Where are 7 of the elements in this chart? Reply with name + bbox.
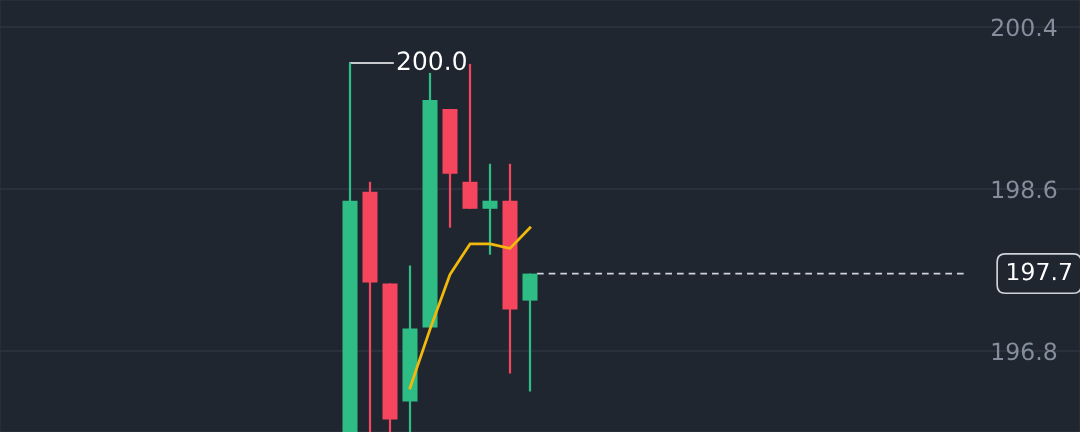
ref-line-label: 197.7 — [1008, 262, 1071, 281]
candlestick — [482, 162, 498, 256]
y-tick-label: 196.8 — [992, 342, 1057, 361]
annotation: 200.0 — [397, 51, 466, 71]
y-tick-label: 200.4 — [991, 18, 1057, 37]
line-series — [408, 226, 532, 390]
y-tick-label: 198.6 — [992, 180, 1057, 199]
